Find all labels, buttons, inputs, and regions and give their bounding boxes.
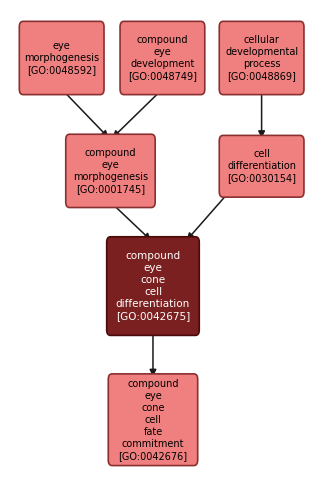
FancyBboxPatch shape <box>107 237 199 336</box>
Text: compound
eye
development
[GO:0048749]: compound eye development [GO:0048749] <box>128 35 197 81</box>
FancyBboxPatch shape <box>219 135 304 197</box>
Text: compound
eye
cone
cell
differentiation
[GO:0042675]: compound eye cone cell differentiation [… <box>116 251 190 321</box>
Text: eye
morphogenesis
[GO:0048592]: eye morphogenesis [GO:0048592] <box>24 41 99 75</box>
FancyBboxPatch shape <box>66 134 155 207</box>
FancyBboxPatch shape <box>108 374 198 466</box>
Text: cell
differentiation
[GO:0030154]: cell differentiation [GO:0030154] <box>227 149 296 183</box>
FancyBboxPatch shape <box>19 21 104 95</box>
Text: compound
eye
morphogenesis
[GO:0001745]: compound eye morphogenesis [GO:0001745] <box>73 148 148 194</box>
FancyBboxPatch shape <box>219 21 304 95</box>
FancyBboxPatch shape <box>120 21 205 95</box>
Text: compound
eye
cone
cell
fate
commitment
[GO:0042676]: compound eye cone cell fate commitment [… <box>118 379 188 461</box>
Text: cellular
developmental
process
[GO:0048869]: cellular developmental process [GO:00488… <box>225 35 298 81</box>
